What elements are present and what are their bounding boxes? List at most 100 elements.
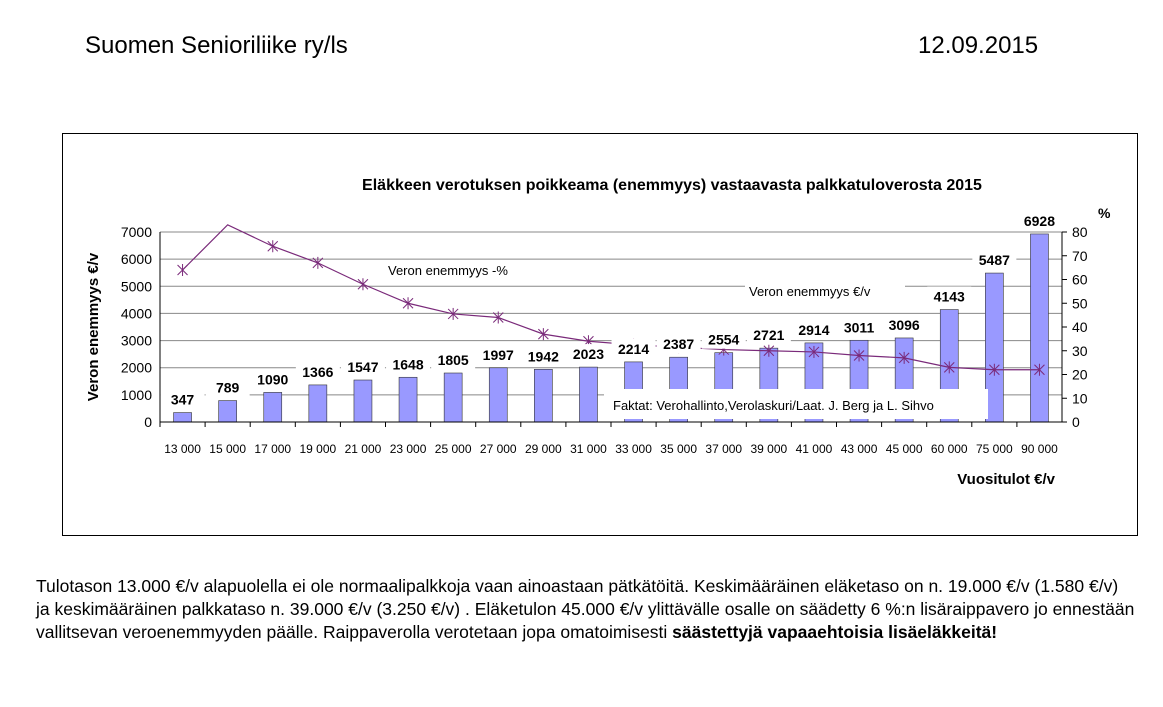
data-label: 1805 — [438, 352, 469, 368]
percent-marker — [492, 311, 504, 324]
data-label: 2914 — [798, 322, 829, 338]
data-label-bg — [295, 361, 340, 381]
y-tick-label: 2000 — [121, 360, 152, 376]
percent-marker — [357, 278, 369, 291]
bar — [579, 366, 598, 423]
y-tick-label: 7000 — [121, 224, 152, 240]
data-label: 1547 — [347, 359, 378, 375]
data-label: 4143 — [934, 289, 965, 305]
source-note-bg — [604, 389, 988, 419]
percent-marker — [763, 344, 775, 357]
x-tick-label: 45 000 — [886, 442, 923, 456]
x-tick-label: 15 000 — [209, 442, 246, 456]
bar — [173, 412, 192, 423]
bar — [534, 368, 553, 423]
data-label-bg — [701, 329, 746, 349]
bar — [488, 367, 508, 423]
x-tick-label: 31 000 — [570, 442, 607, 456]
y-axis-label: Veron enemmyys €/v — [85, 252, 102, 401]
data-label: 2214 — [618, 341, 649, 357]
percent-marker — [312, 256, 324, 269]
y2-tick-label: 10 — [1072, 390, 1088, 406]
x-tick-label: 13 000 — [164, 442, 201, 456]
percent-marker — [988, 363, 1000, 376]
y2-axis-label: % — [1098, 205, 1111, 221]
bar — [308, 384, 328, 423]
y-tick-label: 1000 — [121, 387, 152, 403]
data-label-bg — [791, 319, 836, 339]
data-label: 2721 — [753, 327, 784, 343]
percent-marker — [808, 345, 820, 358]
data-label: 3096 — [889, 317, 920, 333]
percent-marker — [402, 297, 414, 310]
data-label-bg — [972, 250, 1017, 270]
data-label: 2023 — [573, 346, 604, 362]
data-label-bg — [160, 389, 205, 409]
chart-frame — [62, 133, 1138, 536]
explanatory-note: Tulotason 13.000 €/v alapuolella ei ole … — [36, 575, 1136, 644]
percent-marker — [537, 328, 549, 341]
x-tick-label: 27 000 — [480, 442, 517, 456]
line-series-label: Veron enemmyys -% — [388, 263, 508, 278]
bar — [985, 272, 1004, 423]
chart-title: Eläkkeen verotuksen poikkeama (enemmyys)… — [362, 177, 982, 194]
percent-marker — [853, 349, 865, 362]
x-axis-label: Vuositulot €/v — [957, 471, 1055, 488]
bar-series-label-bg — [745, 279, 905, 301]
data-label: 3011 — [844, 319, 875, 335]
source-note: Faktat: Verohallinto,Verolaskuri/Laat. J… — [613, 398, 934, 413]
percent-marker — [898, 351, 910, 364]
note-text: Tulotason 13.000 €/v alapuolella ei ole … — [36, 576, 1135, 642]
x-tick-label: 60 000 — [931, 442, 968, 456]
x-tick-label: 41 000 — [796, 442, 833, 456]
y2-tick-label: 60 — [1072, 272, 1088, 288]
data-label: 1366 — [302, 364, 333, 380]
x-tick-label: 29 000 — [525, 442, 562, 456]
data-label-bg — [340, 357, 385, 377]
y2-tick-label: 50 — [1072, 295, 1088, 311]
percent-marker — [177, 264, 188, 276]
data-label-bg — [656, 334, 701, 354]
bar — [398, 376, 418, 423]
data-label-bg — [927, 286, 972, 306]
organization-name: Suomen Senioriliike ry/ls — [85, 32, 348, 59]
x-tick-label: 19 000 — [299, 442, 336, 456]
data-label: 1997 — [483, 347, 514, 363]
y2-tick-label: 70 — [1072, 248, 1088, 264]
x-tick-label: 23 000 — [390, 442, 427, 456]
document-date: 12.09.2015 — [918, 32, 1039, 59]
y-tick-label: 5000 — [121, 278, 152, 294]
bar — [353, 379, 373, 423]
data-label-bg — [566, 344, 611, 364]
bar — [443, 372, 463, 423]
y2-tick-label: 80 — [1072, 224, 1088, 240]
x-tick-label: 37 000 — [705, 442, 742, 456]
data-label-bg — [882, 314, 927, 334]
x-tick-label: 39 000 — [750, 442, 787, 456]
data-label: 6928 — [1024, 213, 1055, 229]
x-tick-label: 25 000 — [435, 442, 472, 456]
x-tick-label: 90 000 — [1021, 442, 1058, 456]
data-label-bg — [205, 377, 250, 397]
y-tick-label: 6000 — [121, 251, 152, 267]
y2-tick-label: 0 — [1072, 414, 1080, 430]
percent-marker — [1034, 363, 1045, 376]
bar — [218, 400, 237, 423]
y2-tick-label: 30 — [1072, 343, 1088, 359]
bar — [1030, 233, 1049, 423]
bar — [263, 392, 283, 423]
data-label: 2387 — [663, 336, 694, 352]
data-label-bg — [837, 317, 882, 337]
data-label: 1648 — [392, 356, 423, 372]
data-label-bg — [476, 344, 521, 364]
data-label: 1090 — [257, 371, 288, 387]
data-label: 1942 — [528, 348, 559, 364]
data-label: 789 — [216, 380, 240, 396]
y2-tick-label: 40 — [1072, 319, 1088, 335]
x-tick-label: 35 000 — [660, 442, 697, 456]
percent-marker — [943, 361, 955, 374]
note-bold-text: säästettyjä vapaaehtoisia lisäeläkkeitä! — [672, 622, 998, 642]
y-tick-label: 4000 — [121, 305, 152, 321]
x-tick-label: 33 000 — [615, 442, 652, 456]
data-label-bg — [611, 338, 656, 358]
